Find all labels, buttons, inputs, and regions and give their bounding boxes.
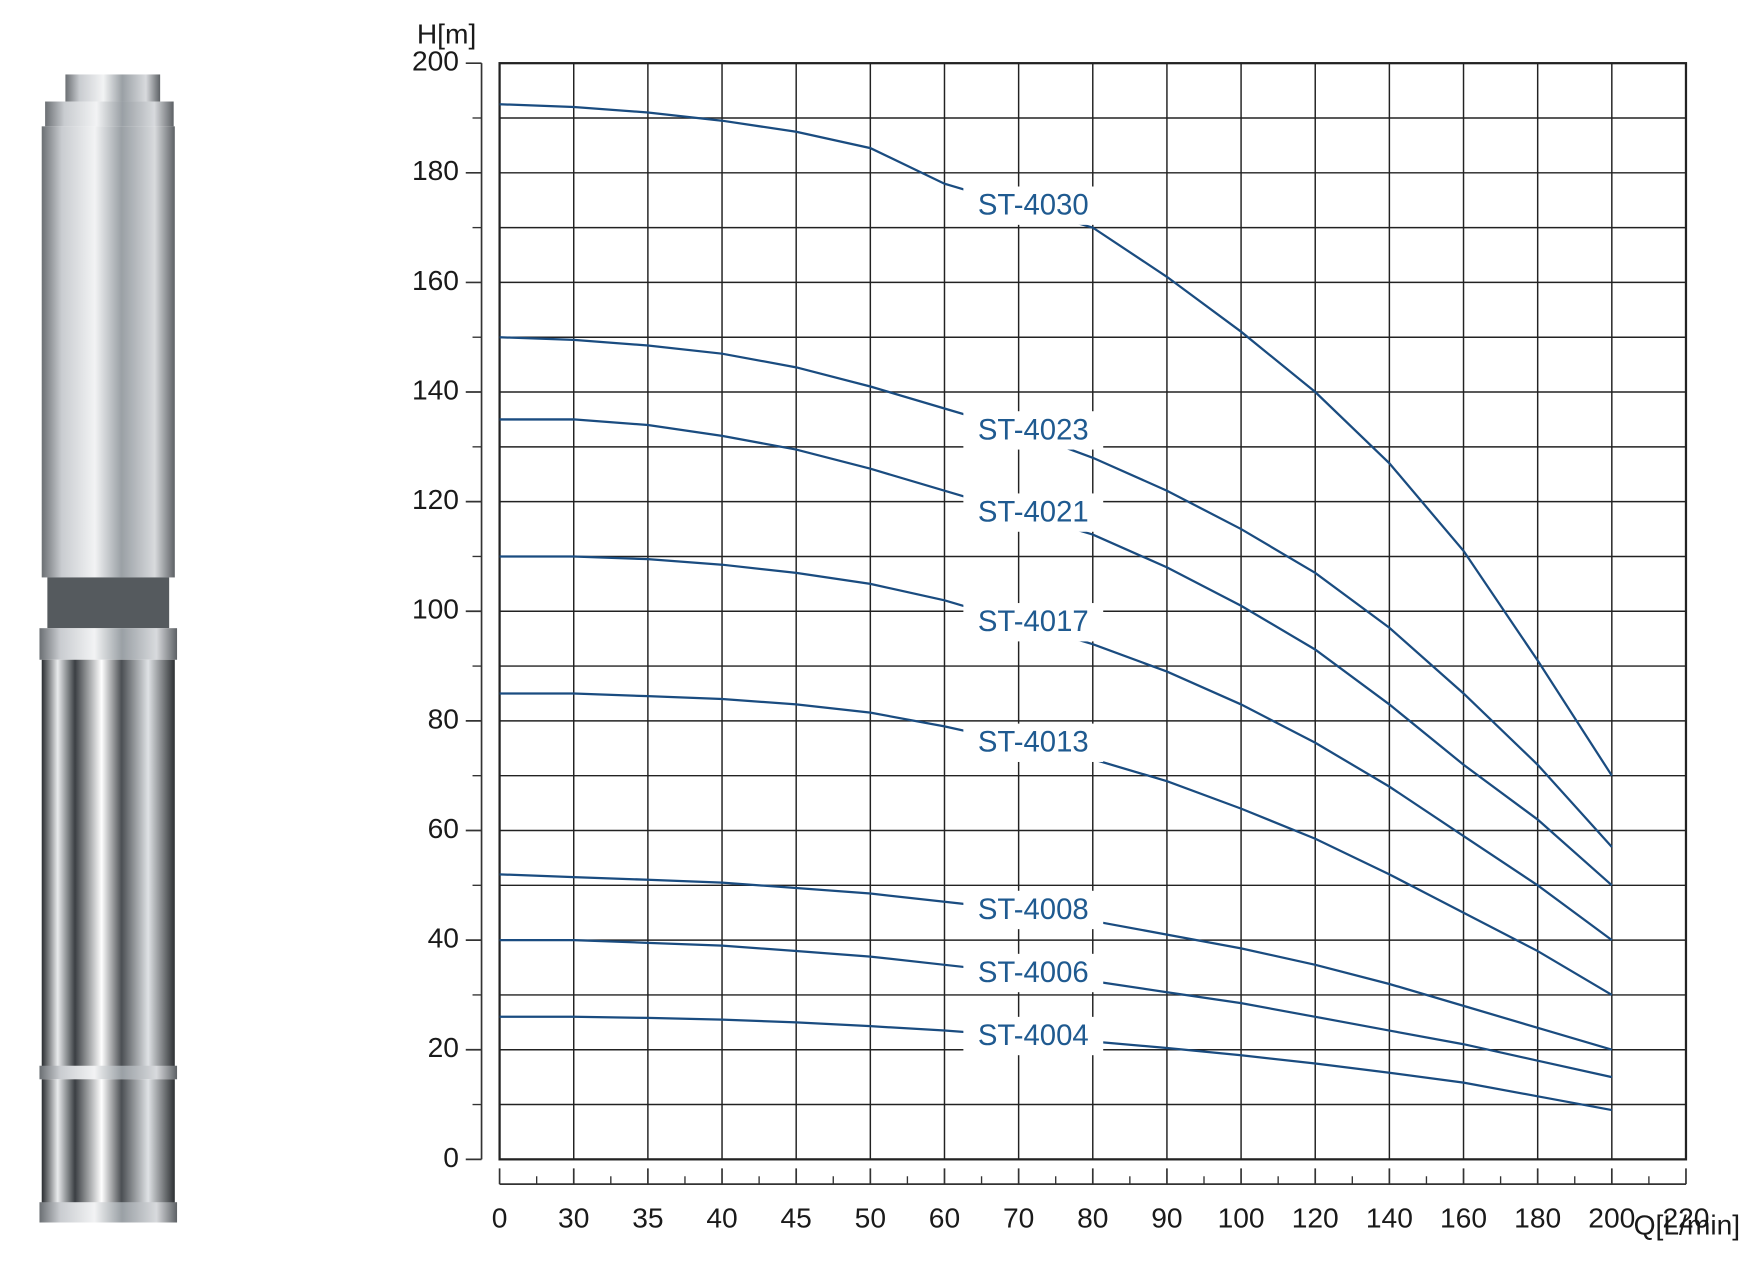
pump-image: [39, 74, 178, 1223]
y-axis-label: H[m]: [417, 18, 476, 50]
curve-label: ST-4021: [978, 495, 1089, 528]
x-tick-label: 30: [558, 1202, 589, 1234]
x-tick-label: 80: [1077, 1202, 1108, 1234]
label-bg: [963, 411, 1104, 450]
x-tick-label: 45: [781, 1202, 812, 1234]
y-tick-label: 0: [443, 1141, 459, 1173]
curve-label: ST-4006: [978, 956, 1089, 989]
y-tick-label: 80: [428, 702, 459, 734]
x-tick-label: 120: [1292, 1202, 1339, 1234]
x-tick-label: 60: [929, 1202, 960, 1234]
x-tick-label: 90: [1151, 1202, 1182, 1234]
y-tick-label: 20: [428, 1031, 459, 1063]
plot-frame: [498, 62, 1688, 1161]
y-tick-label: 60: [428, 812, 459, 844]
y-tick-label: 120: [412, 483, 459, 515]
x-tick-label: 0: [492, 1202, 508, 1234]
curve-label: ST-4017: [978, 605, 1089, 638]
x-axis-label: Q[L/min]: [1634, 1208, 1741, 1240]
label-bg: [963, 603, 1104, 642]
y-tick-label: 40: [428, 922, 459, 954]
curve-label: ST-4030: [978, 189, 1089, 222]
x-tick-label: 50: [855, 1202, 886, 1234]
curve-label: ST-4008: [978, 893, 1089, 926]
curve-label: ST-4023: [978, 413, 1089, 446]
x-tick-label: 140: [1366, 1202, 1413, 1234]
x-tick-label: 160: [1440, 1202, 1487, 1234]
label-bg: [963, 890, 1104, 930]
label-bg: [963, 186, 1104, 225]
x-tick-label: 180: [1514, 1202, 1561, 1234]
label-bg: [963, 1016, 1104, 1056]
label-bg: [963, 723, 1104, 762]
label-bg: [963, 493, 1104, 532]
curve-label: ST-4013: [978, 726, 1089, 759]
x-tick-label: 100: [1218, 1202, 1265, 1234]
y-tick-label: 100: [412, 593, 459, 625]
x-tick-label: 35: [632, 1202, 663, 1234]
x-tick-label: 70: [1003, 1202, 1034, 1234]
y-tick-label: 200: [412, 45, 459, 77]
label-bg: [963, 953, 1104, 993]
y-tick-label: 160: [412, 264, 459, 296]
y-tick-label: 140: [412, 373, 459, 405]
curve: [499, 418, 1613, 887]
y-tick-label: 180: [412, 154, 459, 186]
curve-label: ST-4004: [978, 1019, 1089, 1052]
x-tick-label: 40: [706, 1202, 737, 1234]
x-tick-label: 220: [1662, 1202, 1709, 1234]
x-tick-label: 200: [1588, 1202, 1635, 1234]
